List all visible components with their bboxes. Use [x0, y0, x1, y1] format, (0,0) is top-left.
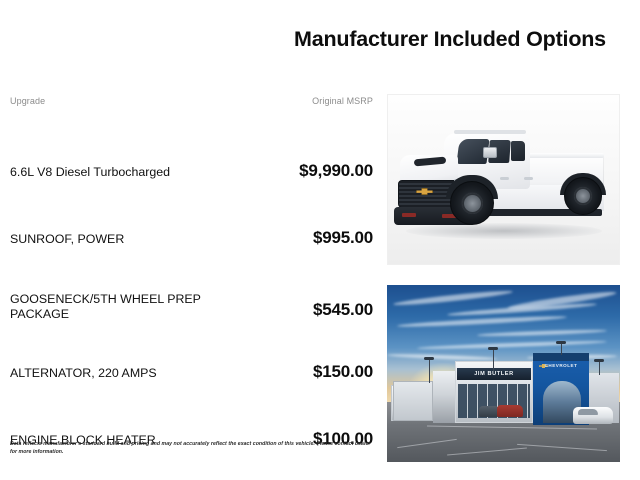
table-row: GOOSENECK/5TH WHEEL PREP PACKAGE $545.00	[0, 252, 380, 321]
option-label: 6.6L V8 Diesel Turbocharged	[10, 165, 171, 179]
light-fixture	[594, 359, 604, 362]
table-row: ENGINE BLOCK HEATER $100.00	[0, 386, 380, 453]
truck-side-mirror	[483, 147, 497, 158]
light-fixture	[424, 357, 434, 360]
vehicle-photo[interactable]	[387, 94, 620, 265]
option-label: ENGINE BLOCK HEATER	[10, 433, 156, 447]
option-price: $100.00	[312, 429, 373, 448]
table-header-row: Upgrade Original MSRP	[0, 92, 380, 118]
pricing-disclaimer: Data reflects manufacturer's standard bu…	[10, 441, 371, 455]
column-header-upgrade: Upgrade	[10, 96, 46, 106]
light-pole	[561, 343, 562, 355]
dealership-photo[interactable]: JIM BUTLER CHEVROLET	[387, 285, 620, 462]
option-price: $545.00	[312, 300, 373, 319]
dealership-side-building	[393, 381, 433, 421]
truck-front-wheel	[450, 181, 494, 225]
light-fixture	[488, 347, 498, 350]
table-row: SUNROOF, POWER $995.00	[0, 185, 380, 252]
option-label: GOOSENECK/5TH WHEEL PREP PACKAGE	[10, 292, 201, 321]
chevrolet-brand-sign: CHEVROLET	[544, 363, 578, 368]
manufacturer-options-table: Upgrade Original MSRP 6.6L V8 Diesel Tur…	[0, 92, 380, 453]
lot-vehicle	[497, 405, 523, 417]
chevrolet-bowtie-icon	[416, 188, 433, 195]
light-fixture	[556, 341, 566, 344]
truck-door-handle	[524, 177, 533, 180]
dealership-name-sign: JIM BUTLER	[474, 371, 514, 377]
column-header-msrp: Original MSRP	[312, 96, 373, 106]
page-title: Manufacturer Included Options	[294, 27, 606, 51]
truck-rear-wheel	[564, 177, 602, 215]
truck-bed-rail	[516, 153, 604, 158]
light-pole	[493, 349, 494, 371]
truck-bumper-accent	[402, 213, 416, 217]
option-price: $995.00	[312, 228, 373, 247]
lot-vehicle	[479, 406, 499, 417]
light-pole	[599, 361, 600, 375]
option-price: $150.00	[312, 362, 373, 381]
truck-rocker-panel	[474, 209, 602, 216]
lot-vehicle	[573, 407, 613, 424]
table-row: 6.6L V8 Diesel Turbocharged $9,990.00	[0, 118, 380, 185]
chevrolet-bowtie-icon	[539, 364, 548, 368]
dealership-sign-band	[457, 368, 531, 380]
vehicle-shadow	[406, 223, 602, 239]
option-price: $9,990.00	[299, 161, 373, 180]
option-label: ALTERNATOR, 220 AMPS	[10, 366, 157, 380]
light-pole	[429, 359, 430, 383]
table-row: ALTERNATOR, 220 AMPS $150.00	[0, 319, 380, 386]
truck-bumper-accent	[442, 214, 458, 218]
truck-door-handle	[500, 177, 509, 180]
tower-cap	[533, 353, 589, 361]
truck-rear-door-window	[511, 141, 525, 161]
truck-roof	[454, 130, 526, 134]
option-label: SUNROOF, POWER	[10, 232, 125, 246]
